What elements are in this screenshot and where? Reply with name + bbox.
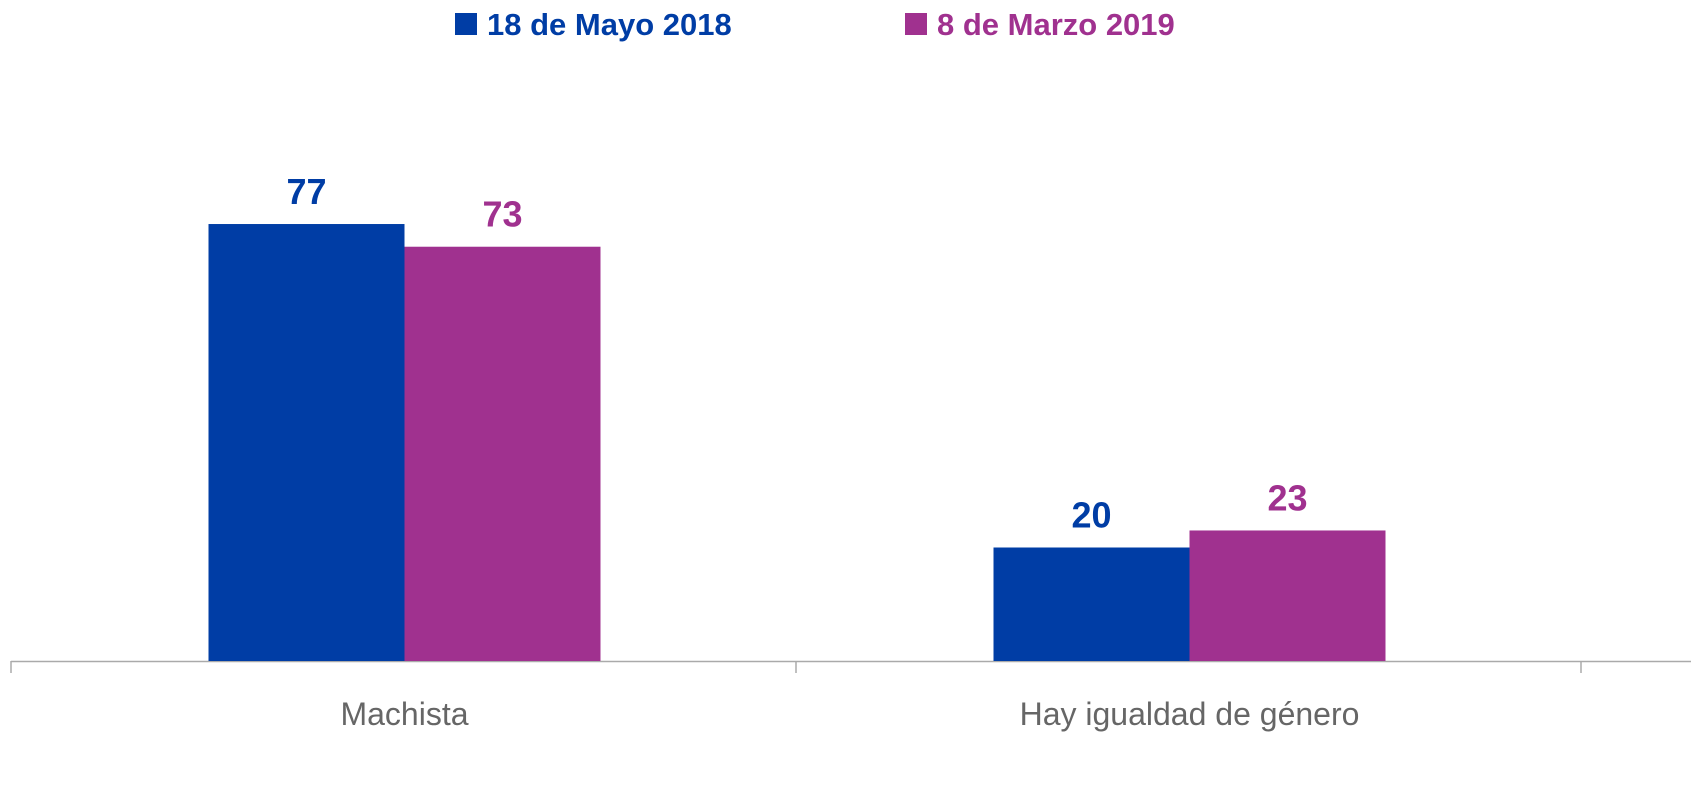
data-label: 23 <box>1267 477 1307 518</box>
legend-swatch <box>905 13 927 35</box>
data-label: 20 <box>1071 495 1111 536</box>
bar <box>993 547 1190 661</box>
bar <box>1189 530 1386 661</box>
data-label: 77 <box>286 171 326 212</box>
legend-label: 18 de Mayo 2018 <box>487 7 732 42</box>
data-label: 73 <box>482 194 522 235</box>
legend-label: 8 de Marzo 2019 <box>937 7 1175 42</box>
x-tick-label: Hay igualdad de género <box>1020 696 1360 732</box>
bar <box>208 224 405 661</box>
bar <box>404 246 601 661</box>
legend-swatch <box>455 13 477 35</box>
x-tick-label: Machista <box>340 696 468 732</box>
